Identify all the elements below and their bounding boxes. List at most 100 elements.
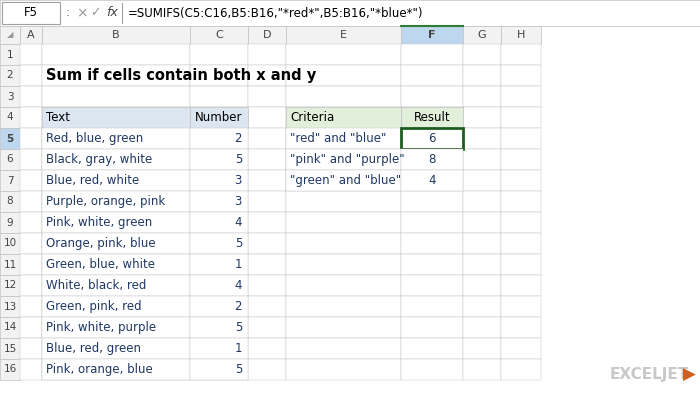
Bar xyxy=(463,65,501,86)
Bar xyxy=(0,233,20,254)
Bar xyxy=(20,65,42,86)
Bar xyxy=(190,296,248,317)
Bar xyxy=(463,254,501,275)
Bar xyxy=(0,44,20,65)
Text: 11: 11 xyxy=(4,260,17,270)
Text: A: A xyxy=(27,30,35,40)
Text: 9: 9 xyxy=(7,218,13,228)
Bar xyxy=(20,212,42,233)
Bar xyxy=(190,26,248,44)
Text: 2: 2 xyxy=(234,300,242,313)
Text: ✓: ✓ xyxy=(90,6,100,20)
Bar xyxy=(401,128,463,149)
Bar xyxy=(42,212,190,233)
Bar xyxy=(401,233,463,254)
Bar xyxy=(0,275,20,296)
Bar xyxy=(401,212,463,233)
Bar xyxy=(42,338,190,359)
Bar xyxy=(286,149,401,170)
Bar xyxy=(190,170,248,191)
Text: 8: 8 xyxy=(428,153,435,166)
Text: 6: 6 xyxy=(428,132,435,145)
Bar xyxy=(20,359,42,380)
Bar xyxy=(248,212,286,233)
Text: 15: 15 xyxy=(4,344,17,354)
Bar xyxy=(0,212,20,233)
Bar xyxy=(42,275,190,296)
Bar xyxy=(42,149,190,170)
Bar xyxy=(501,170,541,191)
Text: Pink, white, purple: Pink, white, purple xyxy=(46,321,156,334)
Bar xyxy=(42,296,190,317)
Bar xyxy=(0,317,20,338)
Bar xyxy=(463,233,501,254)
Bar xyxy=(248,359,286,380)
Text: Number: Number xyxy=(195,111,243,124)
Text: =SUMIFS(C5:C16,B5:B16,"*red*",B5:B16,"*blue*"): =SUMIFS(C5:C16,B5:B16,"*red*",B5:B16,"*b… xyxy=(128,6,424,20)
Bar xyxy=(20,338,42,359)
Bar xyxy=(463,191,501,212)
Bar xyxy=(42,44,190,65)
Text: 4: 4 xyxy=(7,112,13,122)
Text: Red, blue, green: Red, blue, green xyxy=(46,132,144,145)
Bar xyxy=(42,107,190,128)
Text: 4: 4 xyxy=(234,279,242,292)
Bar xyxy=(20,296,42,317)
Bar xyxy=(190,212,248,233)
Bar xyxy=(286,107,401,128)
Text: 16: 16 xyxy=(4,364,17,374)
Bar xyxy=(20,44,42,65)
Bar xyxy=(0,296,20,317)
Bar xyxy=(248,107,286,128)
Text: 5: 5 xyxy=(234,237,242,250)
Bar xyxy=(190,254,248,275)
Text: 7: 7 xyxy=(7,176,13,186)
Bar xyxy=(286,275,401,296)
Bar xyxy=(286,233,401,254)
Bar xyxy=(20,107,42,128)
Bar xyxy=(248,233,286,254)
Text: Sum if cells contain both x and y: Sum if cells contain both x and y xyxy=(46,68,316,83)
Bar xyxy=(248,254,286,275)
Text: Criteria: Criteria xyxy=(290,111,335,124)
Bar xyxy=(401,65,463,86)
Text: ◢: ◢ xyxy=(7,30,13,40)
Bar xyxy=(42,128,190,149)
Bar xyxy=(0,128,20,149)
Text: B: B xyxy=(112,30,120,40)
Bar xyxy=(286,254,401,275)
Text: "green" and "blue": "green" and "blue" xyxy=(290,174,401,187)
Bar xyxy=(190,359,248,380)
Bar xyxy=(401,191,463,212)
Text: Blue, red, green: Blue, red, green xyxy=(46,342,141,355)
Bar xyxy=(190,317,248,338)
Bar xyxy=(463,338,501,359)
Bar xyxy=(401,338,463,359)
Bar xyxy=(463,296,501,317)
Text: 3: 3 xyxy=(234,195,242,208)
Bar xyxy=(401,86,463,107)
Text: 5: 5 xyxy=(234,153,242,166)
Bar xyxy=(286,44,401,65)
Text: "red" and "blue": "red" and "blue" xyxy=(290,132,386,145)
Bar xyxy=(20,275,42,296)
Bar xyxy=(463,26,501,44)
Bar xyxy=(0,359,20,380)
Bar xyxy=(0,254,20,275)
Text: 1: 1 xyxy=(234,342,242,355)
Text: ×: × xyxy=(76,6,88,20)
Bar xyxy=(501,296,541,317)
Bar xyxy=(42,191,190,212)
Bar xyxy=(401,275,463,296)
Bar xyxy=(286,359,401,380)
Bar xyxy=(248,338,286,359)
Text: White, black, red: White, black, red xyxy=(46,279,146,292)
Bar xyxy=(286,149,401,170)
Text: fx: fx xyxy=(106,6,118,20)
Bar xyxy=(401,128,463,149)
Text: 1: 1 xyxy=(7,50,13,60)
Bar xyxy=(463,86,501,107)
Bar xyxy=(42,317,190,338)
Bar xyxy=(286,170,401,191)
Bar xyxy=(42,317,190,338)
